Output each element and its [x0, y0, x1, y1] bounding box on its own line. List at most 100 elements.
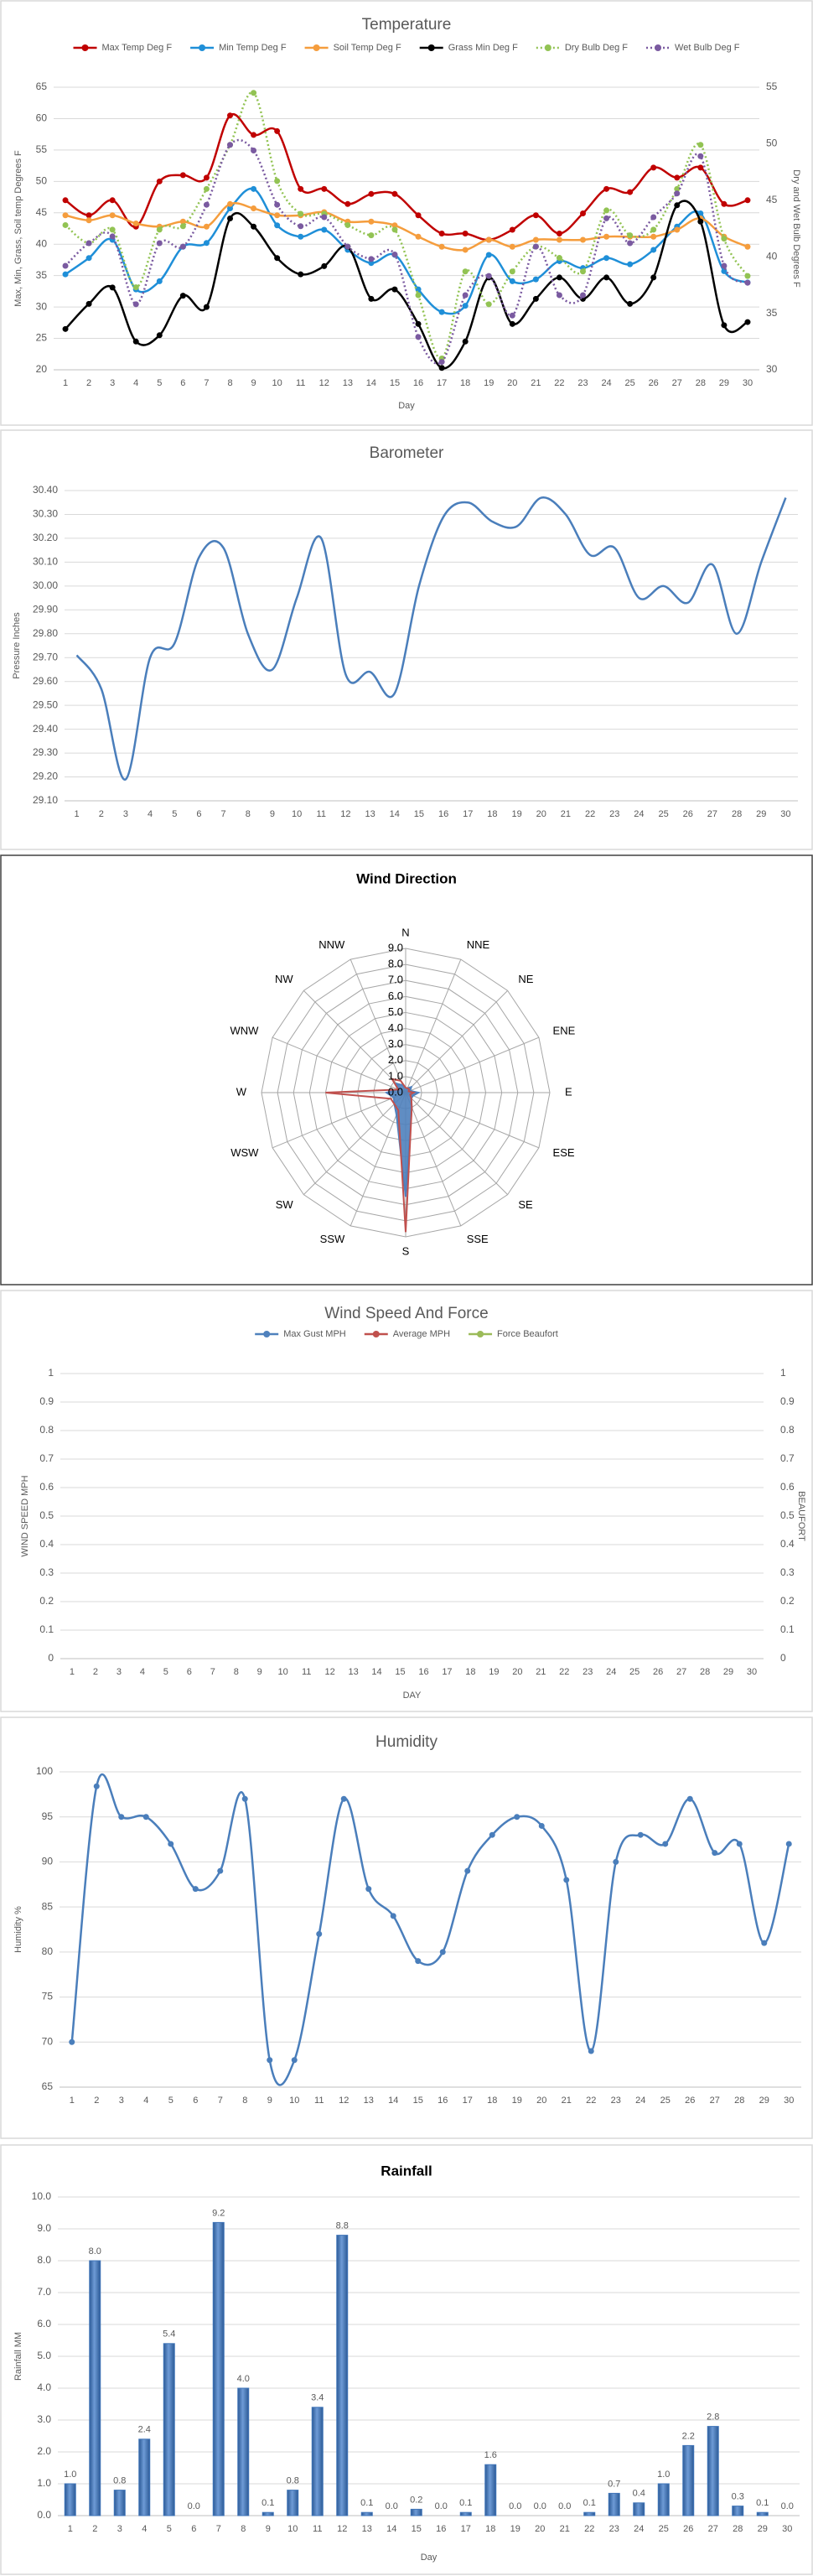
point	[532, 243, 539, 250]
x-tick-label: 24	[635, 2096, 645, 2106]
point	[627, 240, 634, 247]
x-tick-label: 17	[437, 378, 447, 388]
point	[532, 276, 539, 283]
y-tick-label: 75	[42, 1991, 54, 2002]
value-label: 4.0	[237, 2374, 250, 2384]
x-tick-label: 7	[221, 809, 226, 819]
y-tick-label: 35	[36, 269, 48, 281]
point	[298, 233, 304, 240]
bar	[64, 2483, 76, 2516]
x-tick-label: 28	[734, 2096, 744, 2106]
x-tick-label: 2	[93, 1667, 98, 1677]
value-label: 9.2	[212, 2208, 225, 2218]
value-label: 0.8	[287, 2476, 299, 2486]
x-tick-label: 4	[143, 2096, 148, 2106]
x-tick-label: 23	[609, 809, 619, 819]
x-tick-label: 6	[191, 2524, 196, 2534]
r-tick-label: 8.0	[388, 958, 403, 970]
x-tick-label: 17	[463, 809, 473, 819]
point	[365, 1886, 372, 1893]
value-label: 2.8	[707, 2412, 719, 2423]
point	[85, 217, 92, 224]
x-axis-label: DAY	[403, 1690, 422, 1701]
point	[462, 338, 469, 345]
y-tick-label: 40	[36, 237, 48, 249]
point	[712, 1850, 718, 1857]
legend-marker	[427, 44, 435, 51]
legend-label: Max Gust MPH	[283, 1329, 346, 1339]
point	[274, 201, 281, 208]
x-tick-label: 15	[413, 2096, 423, 2106]
radar-series	[325, 1078, 417, 1233]
point	[697, 210, 704, 217]
chart-title: Humidity	[375, 1733, 438, 1751]
r-tick-label: 1.0	[388, 1069, 403, 1082]
point	[156, 240, 163, 247]
point	[274, 222, 281, 229]
r-tick-label: 7.0	[388, 974, 403, 986]
point	[580, 292, 586, 299]
point	[509, 268, 515, 275]
x-tick-label: 7	[210, 1667, 215, 1677]
point	[298, 271, 304, 278]
y-tick-label: 30	[36, 300, 48, 312]
point	[203, 185, 210, 192]
value-label: 1.6	[484, 2450, 497, 2460]
x-tick-label: 12	[340, 809, 350, 819]
point	[368, 190, 375, 197]
x-tick-label: 9	[251, 378, 256, 388]
point	[509, 243, 515, 250]
legend: Max Gust MPH Average MPH Force Beaufort	[255, 1329, 558, 1339]
point	[532, 236, 539, 243]
y2-tick-label: 0.5	[780, 1509, 795, 1521]
x-tick-label: 28	[700, 1667, 710, 1677]
value-label: 0.0	[386, 2501, 398, 2511]
point	[227, 200, 233, 207]
y-tick-label: 0.1	[39, 1623, 54, 1635]
point	[485, 236, 492, 243]
point	[251, 147, 257, 153]
legend-marker	[81, 44, 89, 51]
point	[321, 262, 328, 269]
x-tick-label: 12	[337, 2524, 347, 2534]
x-tick-label: 23	[609, 2524, 619, 2534]
value-label: 0.3	[732, 2492, 744, 2502]
y-tick-label: 0.5	[39, 1509, 54, 1521]
y-tick-label: 0.2	[39, 1595, 54, 1607]
point	[298, 210, 304, 217]
x-tick-label: 9	[270, 809, 275, 819]
point	[227, 142, 233, 148]
point	[415, 292, 422, 299]
value-label: 1.0	[64, 2470, 76, 2480]
point	[697, 153, 704, 159]
x-tick-label: 20	[535, 2524, 545, 2534]
point	[532, 212, 539, 219]
y-tick-label: 0.0	[37, 2509, 51, 2521]
point	[697, 164, 704, 171]
x-tick-label: 20	[507, 378, 517, 388]
value-label: 2.4	[138, 2425, 151, 2435]
x-tick-label: 30	[780, 809, 790, 819]
panel	[0, 429, 813, 850]
radar-spoke	[405, 1036, 540, 1093]
legend-label: Grass Min Deg F	[448, 43, 518, 53]
radar-spoke	[405, 990, 508, 1093]
r-tick-label: 9.0	[388, 941, 403, 953]
x-tick-label: 11	[314, 2096, 324, 2106]
legend-label: Force Beaufort	[497, 1329, 558, 1339]
y-tick-label: 30.30	[33, 508, 58, 520]
y-tick-label: 1	[48, 1367, 54, 1379]
point	[391, 226, 398, 233]
point	[69, 2038, 75, 2045]
x-tick-label: 16	[413, 378, 423, 388]
point	[391, 222, 398, 229]
x-tick-label: 10	[272, 378, 282, 388]
x-tick-label: 6	[187, 1667, 192, 1677]
point	[415, 1958, 422, 1965]
x-tick-label: 1	[70, 1667, 75, 1677]
point	[674, 174, 681, 181]
value-label: 0.0	[558, 2501, 571, 2511]
point	[109, 212, 116, 219]
point	[85, 212, 92, 219]
x-tick-label: 11	[302, 1667, 311, 1677]
